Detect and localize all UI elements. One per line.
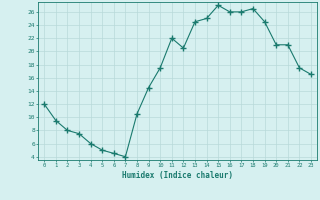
X-axis label: Humidex (Indice chaleur): Humidex (Indice chaleur) bbox=[122, 171, 233, 180]
